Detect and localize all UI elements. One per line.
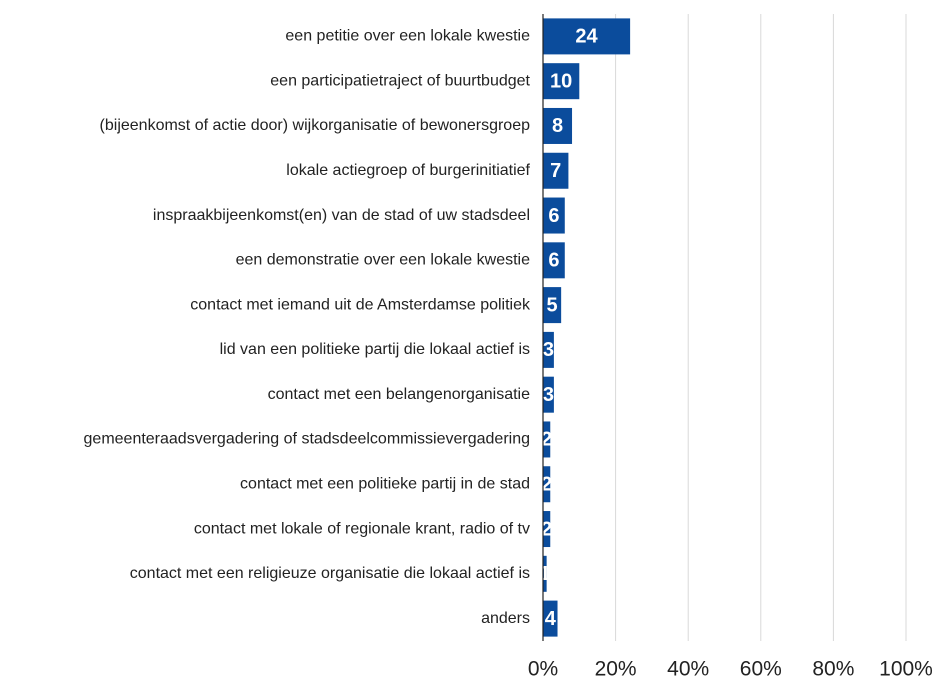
value-label: 24: [575, 26, 598, 48]
category-label: een demonstratie over een lokale kwestie: [236, 252, 530, 269]
value-label: 6: [548, 205, 559, 227]
category-label: contact met lokale of regionale krant, r…: [194, 520, 530, 537]
value-label: 4: [545, 608, 557, 630]
category-label: contact met een belangenorganisatie: [268, 386, 531, 403]
value-label: 2: [541, 518, 552, 540]
category-label: (bijeenkomst of actie door) wijkorganisa…: [100, 117, 531, 134]
category-label: een participatietraject of buurtbudget: [270, 72, 530, 89]
category-label: lid van een politieke partij die lokaal …: [220, 341, 530, 358]
bar: [543, 511, 551, 548]
bar: [543, 421, 551, 458]
x-tick-label: 60%: [740, 658, 782, 681]
category-label: contact met een religieuze organisatie d…: [130, 565, 530, 582]
value-label: 10: [550, 70, 572, 92]
bar: [543, 242, 565, 279]
value-label: 1: [539, 563, 550, 585]
x-tick-label: 100%: [879, 658, 933, 681]
value-label: 5: [547, 294, 558, 316]
category-label: contact met iemand uit de Amsterdamse po…: [190, 296, 531, 313]
value-label: 3: [543, 384, 554, 406]
category-label: een petitie over een lokale kwestie: [285, 28, 530, 45]
bar: [543, 555, 547, 592]
category-label: inspraakbijeenkomst(en) van de stad of u…: [153, 207, 530, 224]
category-label: anders: [481, 610, 530, 627]
bar: [543, 152, 569, 189]
value-label: 2: [541, 474, 552, 496]
x-tick-label: 0%: [528, 658, 558, 681]
bar: [543, 63, 580, 100]
bar: [543, 600, 558, 637]
value-label: 2: [541, 429, 552, 451]
value-label: 6: [548, 250, 559, 272]
x-tick-label: 20%: [595, 658, 637, 681]
bar: [543, 287, 562, 324]
bar: [543, 331, 554, 368]
x-tick-label: 40%: [667, 658, 709, 681]
category-label: gemeenteraadsvergadering of stadsdeelcom…: [84, 431, 530, 448]
value-label: 7: [550, 160, 561, 182]
category-label: contact met een politieke partij in de s…: [240, 475, 530, 492]
category-label: lokale actiegroep of burgerinitiatief: [286, 162, 530, 179]
bar: [543, 376, 554, 413]
value-label: 8: [552, 115, 563, 137]
bar: [543, 18, 631, 55]
bar: [543, 107, 573, 144]
value-label: 3: [543, 339, 554, 361]
x-tick-label: 80%: [812, 658, 854, 681]
bar: [543, 466, 551, 503]
bar: [543, 197, 565, 234]
